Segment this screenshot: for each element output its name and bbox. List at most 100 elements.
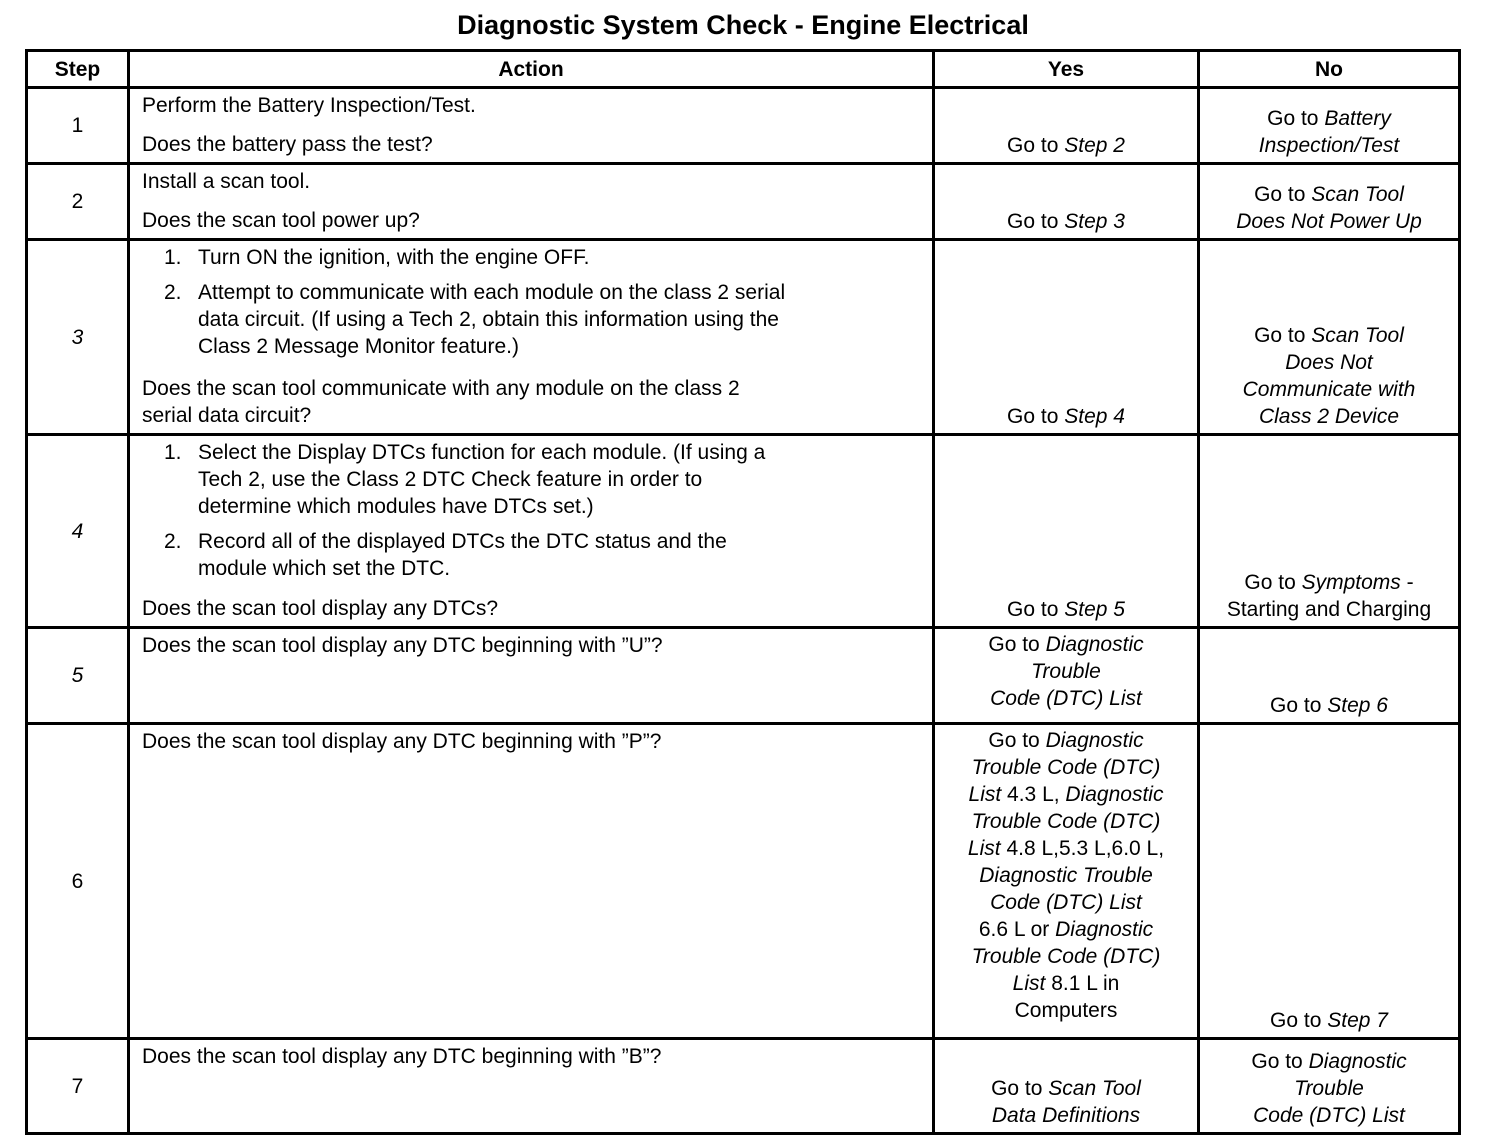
- action-question: Does the scan tool display any DTC begin…: [142, 1043, 922, 1070]
- action-cell: Does the scan tool display any DTC begin…: [127, 626, 935, 725]
- instruction-item: 1. Select the Display DTCs function for e…: [164, 439, 922, 520]
- instruction-number: 1.: [164, 441, 182, 464]
- no-cell: Go to Scan Tool Does Not Communicate with C…: [1197, 238, 1461, 436]
- yes-text: List: [1012, 972, 1046, 995]
- step-number: 5: [25, 626, 130, 725]
- yes-line: List 4.8 L,5.3 L,6.0 L,: [939, 835, 1193, 862]
- yes-line: Go to Step 5: [939, 596, 1193, 623]
- action-question: Does the scan tool power up?: [142, 207, 922, 234]
- yes-cell: Go to Scan Tool Data Definitions: [932, 1037, 1200, 1135]
- yes-line: Go to Step 4: [939, 403, 1193, 430]
- yes-text: List: [967, 837, 1001, 860]
- no-text: Scan Tool: [1311, 324, 1404, 347]
- yes-line: Data Definitions: [939, 1102, 1193, 1129]
- instruction-item: 1. Turn ON the ignition, with the engine …: [164, 244, 922, 271]
- step-number: 6: [25, 722, 130, 1040]
- action-question: Does the scan tool display any DTC begin…: [142, 728, 922, 755]
- no-text: Battery: [1324, 107, 1391, 130]
- text-line: data circuit. (If using a Tech 2, obtain…: [198, 308, 779, 331]
- text-line: Does the scan tool display any DTC begin…: [142, 1045, 662, 1068]
- text-line: serial data circuit?: [142, 404, 312, 427]
- action-instructions: Install a scan tool.: [142, 168, 922, 201]
- table-row: 1 Perform the Battery Inspection/Test. Doe…: [25, 86, 1461, 165]
- no-text: Symptoms: [1301, 571, 1401, 594]
- yes-text: Code (DTC) List: [990, 891, 1142, 914]
- no-cell: Go to Battery Inspection/Test: [1197, 86, 1461, 165]
- yes-text: Diagnostic: [1055, 918, 1154, 941]
- action-question: Does the battery pass the test?: [142, 131, 922, 158]
- no-text: Trouble: [1294, 1077, 1364, 1100]
- yes-line: 6.6 L or Diagnostic: [939, 916, 1193, 943]
- no-text: -: [1400, 571, 1414, 594]
- yes-cell: Go to Diagnostic Trouble Code (DTC) List: [932, 626, 1200, 725]
- instruction-item: 2. Attempt to communicate with each modul…: [164, 279, 922, 360]
- no-text: Scan Tool: [1311, 183, 1404, 206]
- yes-text: Data Definitions: [991, 1104, 1141, 1127]
- yes-text: Computers: [1014, 999, 1118, 1022]
- text-line: Attempt to communicate with each module …: [198, 281, 786, 304]
- table-row: 3 1. Turn ON the ignition, with the engine…: [25, 238, 1461, 436]
- yes-text: 4.3 L,: [1001, 783, 1066, 806]
- yes-text: Diagnostic Trouble: [979, 864, 1153, 887]
- yes-text: List: [968, 783, 1002, 806]
- table-row: 5 Does the scan tool display any DTC begi…: [25, 626, 1461, 725]
- no-text: Go to: [1254, 324, 1312, 347]
- header-action: Action: [127, 49, 935, 89]
- yes-line: List 4.3 L, Diagnostic: [939, 781, 1193, 808]
- no-cell: Go to Symptoms - Starting and Charging: [1197, 433, 1461, 629]
- table-row: 6 Does the scan tool display any DTC begi…: [25, 722, 1461, 1040]
- action-content: Install a scan tool. Does the scan tool p…: [130, 165, 932, 238]
- yes-text: Code (DTC) List: [990, 687, 1142, 710]
- no-line: Go to Symptoms -: [1204, 569, 1454, 596]
- yes-cell: Go to Step 5: [932, 433, 1200, 629]
- yes-text: 4.8 L,5.3 L,6.0 L,: [1000, 837, 1165, 860]
- action-cell: Does the scan tool display any DTC begin…: [127, 722, 935, 1040]
- yes-line: Computers: [939, 997, 1193, 1024]
- yes-text: Step 3: [1064, 210, 1125, 233]
- text-line: Does the scan tool power up?: [142, 209, 420, 232]
- no-line: Go to Scan Tool: [1204, 322, 1454, 349]
- yes-text: Step 2: [1064, 134, 1125, 157]
- yes-cell: Go to Step 4: [932, 238, 1200, 436]
- action-question: Does the scan tool communicate with any …: [142, 375, 922, 429]
- text-line: Perform the Battery Inspection/Test.: [142, 94, 476, 117]
- yes-line: Trouble Code (DTC): [939, 754, 1193, 781]
- action-content: Does the scan tool display any DTC begin…: [130, 629, 932, 722]
- action-cell: 1. Turn ON the ignition, with the engine …: [127, 238, 935, 436]
- text-line: Does the scan tool communicate with any …: [142, 377, 740, 400]
- header-step: Step: [25, 49, 130, 89]
- yes-text: Trouble: [1031, 660, 1101, 683]
- no-cell: Go to Step 7: [1197, 722, 1461, 1040]
- instruction-paragraph: Perform the Battery Inspection/Test.: [142, 92, 922, 119]
- step-number: 7: [25, 1037, 130, 1135]
- document-title: Diagnostic System Check - Engine Electri…: [457, 10, 1029, 40]
- text-line: Install a scan tool.: [142, 170, 311, 193]
- yes-text: 8.1 L in: [1045, 972, 1120, 995]
- action-instructions: 1. Select the Display DTCs function for e…: [142, 439, 922, 590]
- no-line: Code (DTC) List: [1204, 1102, 1454, 1129]
- action-cell: Perform the Battery Inspection/Test. Does…: [127, 86, 935, 165]
- yes-text: Go to: [988, 633, 1046, 656]
- no-line: Go to Battery: [1204, 105, 1454, 132]
- text-line: module which set the DTC.: [198, 557, 451, 580]
- yes-text: Step 5: [1064, 598, 1125, 621]
- action-content: 1. Select the Display DTCs function for e…: [130, 436, 932, 626]
- no-line: Go to Step 6: [1204, 692, 1454, 719]
- yes-text: Go to: [991, 1077, 1049, 1100]
- yes-line: Go to Diagnostic: [939, 727, 1193, 754]
- step-number: 4: [25, 433, 130, 629]
- instruction-number: 1.: [164, 246, 182, 269]
- yes-text: Trouble Code (DTC): [971, 945, 1161, 968]
- text-line: Does the scan tool display any DTCs?: [142, 597, 499, 620]
- no-text: Step 6: [1327, 694, 1388, 717]
- table-row: 2 Install a scan tool. Does the scan tool …: [25, 162, 1461, 241]
- no-line: Go to Scan Tool: [1204, 181, 1454, 208]
- yes-text: Diagnostic: [1045, 633, 1144, 656]
- text-line: Select the Display DTCs function for eac…: [198, 441, 766, 464]
- no-text: Diagnostic: [1308, 1050, 1407, 1073]
- yes-line: Trouble Code (DTC): [939, 808, 1193, 835]
- yes-cell: Go to Step 2: [932, 86, 1200, 165]
- yes-text: 6.6 L or: [978, 918, 1056, 941]
- no-line: Does Not Power Up: [1204, 208, 1454, 235]
- no-text: Does Not Power Up: [1236, 210, 1422, 233]
